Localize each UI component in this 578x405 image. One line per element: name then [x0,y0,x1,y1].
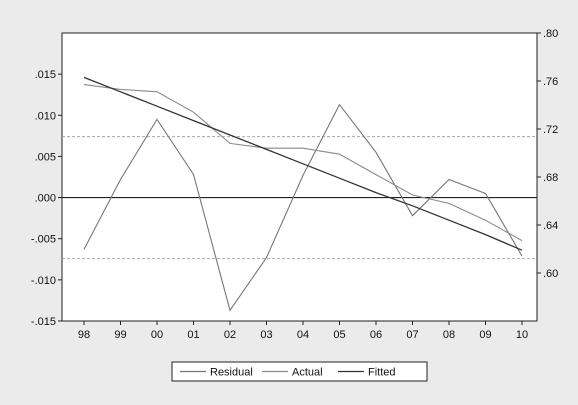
legend-label-fitted: Fitted [368,367,396,379]
x-tick-label: 02 [224,329,236,341]
series-line-residual [83,103,523,312]
x-tick-label: 07 [406,329,418,341]
right-tick-label: .76 [543,76,558,88]
legend-label-residual: Residual [210,367,253,379]
series-line-fitted [83,76,523,251]
x-tick-label: 01 [187,329,199,341]
x-tick-label: 03 [260,329,272,341]
left-tick-label: .010 [35,110,56,122]
x-tick-label: 09 [479,329,491,341]
left-tick-label: .000 [35,193,56,205]
left-tick-label: .015 [35,69,56,81]
legend-label-actual: Actual [292,367,323,379]
x-tick-label: 00 [151,329,163,341]
series-line-actual [83,84,523,242]
left-tick-label: -.005 [31,234,56,246]
legend: Residual Actual Fitted [171,361,428,382]
right-tick-label: .64 [543,220,558,232]
left-tick-label: -.010 [31,275,56,287]
x-tick-label: 98 [78,329,90,341]
left-axis: -.015 -.010 -.005 .000 .005 .010 .015 [31,69,62,328]
x-tick-label: 08 [443,329,455,341]
series-lines [83,76,523,312]
reference-lines [62,136,537,259]
right-axis: .60 .64 .68 .72 .76 .80 [537,28,558,280]
legend-box [171,361,428,382]
left-tick-label: -.015 [31,316,56,328]
x-tick-label: 99 [114,329,126,341]
x-tick-label: 05 [333,329,345,341]
x-tick-label: 06 [370,329,382,341]
x-axis: 98 99 00 01 02 03 04 05 06 07 08 09 10 [78,321,528,341]
plot-area [61,32,538,322]
left-tick-label: .005 [35,151,56,163]
right-tick-label: .80 [543,28,558,40]
right-tick-label: .60 [543,268,558,280]
x-tick-label: 10 [516,329,528,341]
right-tick-label: .72 [543,124,558,136]
x-tick-label: 04 [297,329,309,341]
right-tick-label: .68 [543,172,558,184]
